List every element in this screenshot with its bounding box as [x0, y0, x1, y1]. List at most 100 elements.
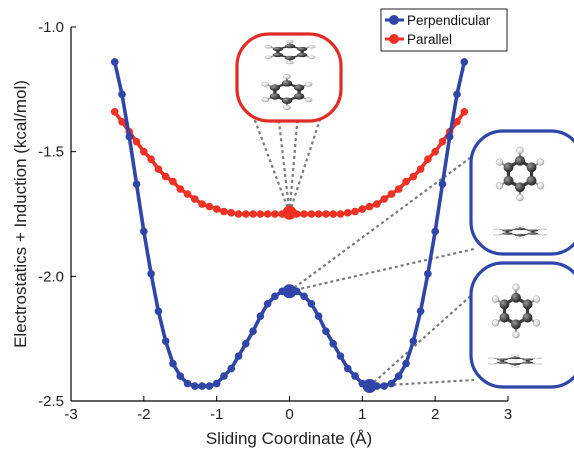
hydrogen-atom: [491, 319, 500, 327]
hydrogen-atom: [286, 39, 294, 44]
hydrogen-atom: [536, 182, 545, 190]
carbon-atom: [522, 312, 533, 323]
series-line-parallel: [113, 110, 466, 216]
data-point-parallel: [169, 177, 177, 186]
hydrogen-atom: [283, 74, 291, 79]
data-point-parallel: [176, 185, 185, 193]
highlighted-point-perpendicular: [282, 284, 297, 299]
connector-line: [276, 112, 291, 213]
data-point-perpendicular: [343, 364, 352, 373]
carbon-atom: [526, 162, 537, 173]
data-point-parallel: [394, 185, 403, 193]
data-point-parallel: [227, 208, 236, 217]
data-point-parallel: [242, 210, 250, 218]
benzene-flat-molecule-icon: [493, 225, 547, 239]
hydrogen-atom: [283, 105, 291, 110]
data-point-parallel: [351, 207, 359, 216]
carbon-atom: [515, 155, 525, 166]
data-point-parallel: [387, 190, 396, 198]
x-tick-label: -3: [64, 406, 77, 423]
legend-marker-perpendicular: [389, 15, 399, 25]
legend-label-perpendicular: Perpendicular: [407, 13, 491, 28]
hydrogen-atom: [304, 97, 313, 103]
connector-line: [368, 292, 475, 387]
hydrogen-atom: [515, 236, 525, 239]
legend-marker-parallel: [389, 34, 399, 44]
x-tick-label: 0: [285, 406, 293, 423]
data-point-parallel: [336, 210, 345, 218]
data-point-parallel: [147, 155, 155, 163]
data-point-perpendicular: [300, 292, 308, 301]
y-tick-label: -2.0: [38, 268, 64, 285]
benzene-ring: [493, 225, 547, 239]
carbon-atom: [522, 358, 534, 361]
data-point-perpendicular: [424, 270, 432, 278]
data-point-parallel: [402, 177, 410, 186]
hydrogen-atom: [516, 194, 524, 202]
data-point-perpendicular: [205, 382, 214, 390]
carbon-atom: [269, 93, 281, 100]
data-point-parallel: [424, 155, 432, 163]
hydrogen-atom: [533, 357, 542, 360]
data-point-perpendicular: [161, 337, 170, 345]
data-point-parallel: [256, 210, 265, 218]
hydrogen-atom: [538, 233, 547, 236]
x-tick-label: -1: [210, 406, 223, 423]
connector-line: [289, 247, 475, 293]
carbon-atom: [296, 52, 308, 58]
carbon-atom: [272, 52, 284, 58]
data-point-parallel: [431, 147, 439, 156]
hydrogen-atom: [533, 362, 542, 365]
benzene-top-molecule-icon: [264, 39, 316, 65]
data-point-perpendicular: [271, 292, 279, 301]
benzene-ring: [488, 354, 542, 368]
data-point-parallel: [161, 172, 170, 181]
inset-parallel-dimer: [235, 32, 343, 123]
connector-line: [288, 154, 475, 293]
carbon-atom: [522, 299, 533, 310]
data-point-parallel: [409, 172, 418, 181]
hydrogen-atom: [307, 55, 316, 59]
data-point-perpendicular: [460, 58, 469, 66]
data-point-parallel: [329, 210, 338, 218]
carbon-atom: [509, 362, 521, 366]
carbon-atom: [281, 80, 293, 87]
hydrogen-atom: [304, 81, 313, 87]
legend-label-parallel: Parallel: [407, 32, 452, 47]
data-point-parallel: [358, 205, 367, 213]
data-point-perpendicular: [234, 352, 243, 360]
series-layer: [110, 58, 469, 394]
data-point-perpendicular: [191, 382, 199, 390]
carbon-atom: [272, 46, 284, 52]
data-point-perpendicular: [176, 372, 185, 380]
hydrogen-atom: [493, 228, 502, 231]
data-point-perpendicular: [351, 372, 359, 380]
data-point-parallel: [438, 137, 447, 146]
data-point-parallel: [307, 210, 316, 218]
data-point-parallel: [373, 200, 381, 208]
data-point-perpendicular: [140, 227, 148, 236]
hydrogen-atom: [264, 45, 273, 49]
highlighted-point-perpendicular: [362, 379, 377, 394]
benzene-flat-molecule-icon: [488, 354, 542, 368]
data-point-parallel: [249, 210, 257, 218]
data-point-parallel: [234, 210, 243, 218]
data-point-parallel: [416, 165, 425, 173]
data-point-perpendicular: [169, 359, 177, 368]
data-point-parallel: [263, 210, 272, 218]
data-point-perpendicular: [336, 352, 345, 360]
connector-line: [248, 106, 291, 214]
x-tick-label: 3: [504, 406, 512, 423]
carbon-atom: [511, 319, 521, 330]
data-point-perpendicular: [256, 312, 265, 321]
legend: Perpendicular Parallel: [380, 8, 508, 52]
hydrogen-atom: [515, 225, 525, 228]
hydrogen-atom: [495, 158, 504, 166]
connector-line: [288, 112, 300, 213]
hydrogen-atom: [532, 295, 541, 303]
carbon-atom: [293, 84, 305, 91]
hydrogen-atom: [493, 233, 502, 236]
hydrogen-atom: [512, 331, 520, 339]
hydrogen-atom: [261, 97, 270, 103]
carbon-atom: [514, 233, 526, 237]
